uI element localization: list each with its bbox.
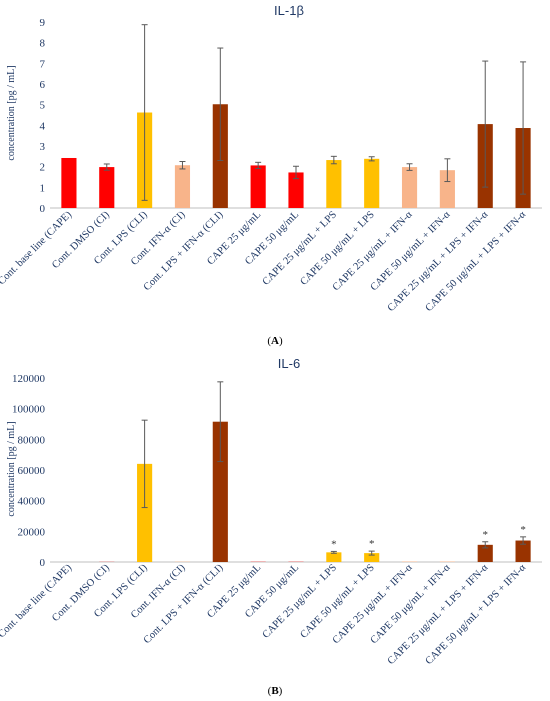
bar	[439, 170, 455, 208]
error-bar	[330, 155, 337, 165]
y-tick-label: 7	[40, 58, 46, 70]
error-bar	[217, 47, 224, 161]
error-bars	[141, 381, 527, 556]
significance-mark: *	[520, 524, 526, 536]
bar	[401, 167, 418, 208]
bar	[99, 167, 115, 208]
error-bar	[255, 161, 262, 170]
error-bar	[444, 158, 451, 183]
bar	[61, 157, 77, 208]
chart-title: IL-6	[278, 356, 300, 371]
y-ticks: 0 20000 40000 60000 80000 100000 120000	[12, 373, 46, 569]
y-tick-label: 8	[40, 38, 46, 50]
bars	[61, 104, 531, 208]
y-ticks: 0 1 2 3 4 5 6 7 8 9	[40, 17, 46, 215]
category-labels: Cont. base line (CAPE)Cont. DMSO (CI)Con…	[0, 562, 529, 667]
chart-il1b: IL-1β concentration [pg / mL] 0 1 2 3 4 5 6 7 8 9…	[0, 3, 542, 314]
error-bar	[179, 161, 186, 170]
error-bar	[141, 419, 148, 509]
y-tick-label: 5	[40, 100, 46, 112]
bar	[212, 421, 228, 562]
y-tick-label: 3	[40, 141, 46, 153]
y-tick-label: 80000	[18, 434, 46, 446]
bar	[515, 540, 531, 562]
category-label: Cont. base line (CAPE)	[0, 209, 74, 287]
y-tick-label: 9	[40, 17, 46, 29]
significance-mark: *	[369, 538, 375, 550]
chart-title: IL-1β	[274, 3, 304, 18]
bar	[364, 553, 380, 562]
y-tick-label: 120000	[12, 373, 46, 385]
error-bar	[520, 536, 527, 545]
y-tick-label: 0	[40, 557, 46, 569]
category-label: CAPE 25 μg/mL + LPS	[261, 562, 339, 640]
bar	[174, 165, 191, 208]
y-tick-label: 1	[40, 182, 46, 194]
error-bar	[368, 156, 375, 162]
significance-mark: *	[331, 538, 337, 550]
panel-label-b: (B)	[268, 685, 283, 697]
y-tick-label: 60000	[18, 465, 46, 477]
category-label: CAPE 50 μg/mL + LPS	[298, 209, 376, 287]
error-bar	[406, 163, 413, 171]
bar	[288, 172, 304, 208]
chart-il6: IL-6 concentration [pg / mL] 0 20000 40000…	[0, 356, 542, 667]
y-tick-label: 20000	[18, 526, 46, 538]
error-bar	[141, 24, 148, 201]
error-bar	[330, 550, 337, 554]
error-bar	[293, 165, 299, 180]
y-tick-label: 40000	[18, 496, 46, 508]
y-tick-label: 6	[40, 79, 46, 91]
error-bar	[520, 61, 527, 195]
y-tick-label: 100000	[12, 404, 46, 416]
error-bar	[482, 541, 489, 549]
significance-mark: *	[482, 529, 488, 541]
error-bar	[103, 163, 110, 171]
error-bar	[482, 60, 489, 188]
y-axis-label: concentration [pg / mL]	[6, 421, 17, 516]
bar	[137, 463, 153, 562]
panel-label-a: (A)	[267, 335, 283, 347]
bars	[99, 421, 531, 562]
bar	[364, 158, 380, 208]
bar	[250, 165, 266, 208]
y-tick-label: 4	[40, 120, 46, 132]
category-label: CAPE 25 μg/mL + LPS	[261, 209, 339, 287]
bar	[326, 552, 342, 562]
panel-letter-a: A	[271, 335, 279, 347]
panel-letter-b: B	[271, 685, 279, 697]
error-bars	[103, 24, 527, 201]
y-axis-label: concentration [pg / mL]	[6, 65, 17, 160]
category-label: Cont. base line (CAPE)	[0, 562, 74, 640]
error-bar	[368, 550, 375, 556]
significance-marks: * * * *	[331, 524, 526, 551]
bar	[326, 160, 342, 208]
category-labels: Cont. base line (CAPE)Cont. DMSO (CI)Con…	[0, 209, 529, 314]
y-tick-label: 0	[40, 203, 46, 215]
category-label: CAPE 50 μg/mL + LPS	[298, 562, 376, 640]
y-tick-label: 2	[40, 162, 46, 174]
bar	[477, 544, 493, 562]
error-bar	[217, 381, 224, 463]
